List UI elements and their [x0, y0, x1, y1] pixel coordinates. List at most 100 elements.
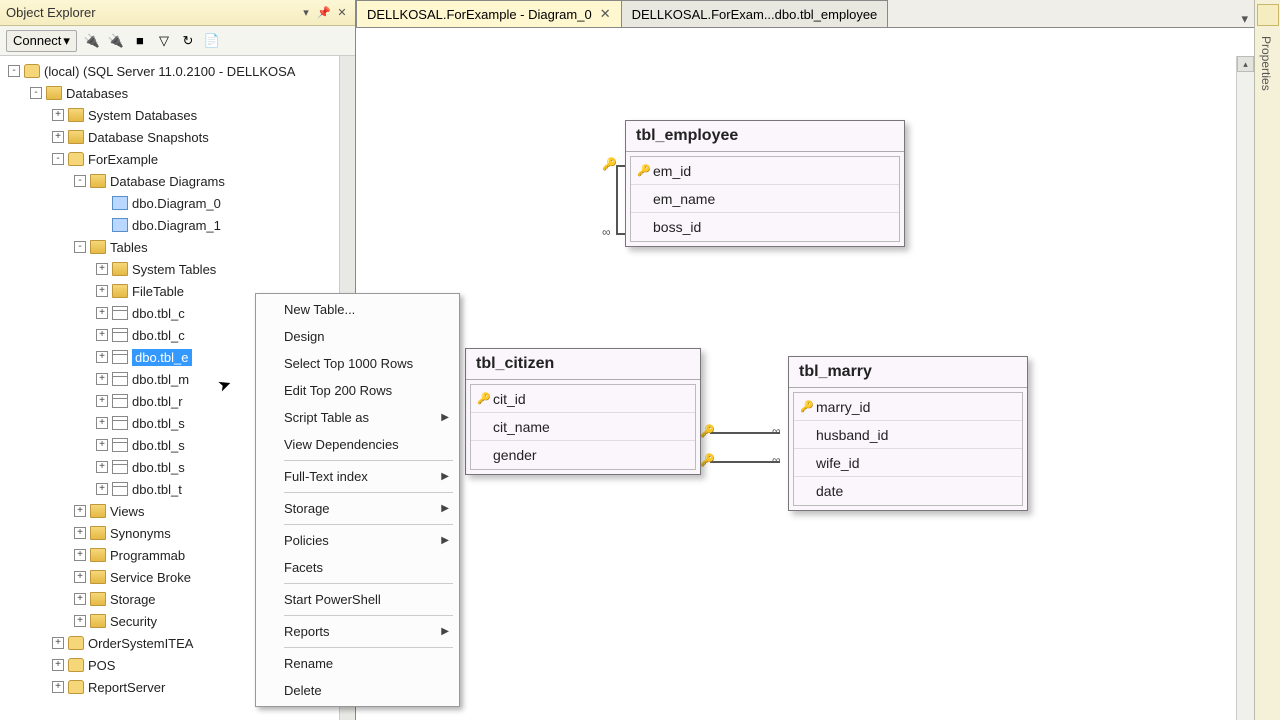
context-menu-item[interactable]: Script Table as▶ — [258, 404, 457, 431]
context-menu-item[interactable]: Rename — [258, 650, 457, 677]
tree-label: dbo.tbl_s — [132, 416, 185, 431]
tree-node[interactable]: dbo.Diagram_0 — [0, 192, 355, 214]
expander-icon[interactable]: + — [96, 395, 108, 407]
right-rail: Properties — [1254, 0, 1280, 720]
expander-icon[interactable]: + — [96, 307, 108, 319]
entity-column[interactable]: wife_id — [794, 449, 1022, 477]
tree-label: Databases — [66, 86, 128, 101]
expander-icon[interactable]: + — [96, 263, 108, 275]
expander-icon[interactable]: + — [52, 109, 64, 121]
rail-button[interactable] — [1257, 4, 1279, 26]
context-menu-item[interactable]: Delete — [258, 677, 457, 704]
menu-label: Edit Top 200 Rows — [284, 383, 392, 398]
tree-node[interactable]: dbo.Diagram_1 — [0, 214, 355, 236]
expander-icon[interactable]: + — [96, 461, 108, 473]
context-menu-item[interactable]: Edit Top 200 Rows — [258, 377, 457, 404]
menu-label: Select Top 1000 Rows — [284, 356, 413, 371]
disconnect-icon[interactable]: 🔌 — [107, 32, 125, 50]
db-icon — [68, 636, 84, 650]
expander-icon[interactable]: - — [8, 65, 20, 77]
tree-label: POS — [88, 658, 115, 673]
context-menu-item[interactable]: Reports▶ — [258, 618, 457, 645]
entity-column[interactable]: boss_id — [631, 213, 899, 241]
entity-column[interactable]: husband_id — [794, 421, 1022, 449]
pin-icon[interactable]: 📌 — [317, 6, 331, 20]
expander-icon[interactable]: + — [74, 615, 86, 627]
tab[interactable]: DELLKOSAL.ForExample - Diagram_0✕ — [356, 0, 622, 27]
context-menu-item[interactable]: New Table... — [258, 296, 457, 323]
expander-icon[interactable]: + — [74, 549, 86, 561]
tree-label: System Tables — [132, 262, 216, 277]
entity-column[interactable]: 🔑marry_id — [794, 393, 1022, 421]
context-menu-item[interactable]: Design — [258, 323, 457, 350]
tree-label: Security — [110, 614, 157, 629]
expander-icon[interactable]: + — [74, 593, 86, 605]
context-menu-item[interactable]: Storage▶ — [258, 495, 457, 522]
context-menu-item[interactable]: Full-Text index▶ — [258, 463, 457, 490]
entity-column[interactable]: em_name — [631, 185, 899, 213]
properties-tab[interactable]: Properties — [1255, 30, 1277, 97]
context-menu-item[interactable]: View Dependencies — [258, 431, 457, 458]
close-icon[interactable]: ✕ — [335, 6, 349, 20]
folder — [90, 592, 106, 606]
menu-label: View Dependencies — [284, 437, 399, 452]
entity-column[interactable]: date — [794, 477, 1022, 505]
tab-close-icon[interactable]: ✕ — [600, 6, 611, 22]
expander-icon[interactable]: + — [52, 681, 64, 693]
folder — [90, 240, 106, 254]
context-menu-item[interactable]: Facets — [258, 554, 457, 581]
refresh-icon[interactable]: ↻ — [179, 32, 197, 50]
expander-icon[interactable]: + — [74, 505, 86, 517]
tree-node[interactable]: + System Tables — [0, 258, 355, 280]
expander-icon[interactable]: + — [96, 373, 108, 385]
tree-node[interactable]: -(local) (SQL Server 11.0.2100 - DELLKOS… — [0, 60, 355, 82]
menu-label: Rename — [284, 656, 333, 671]
expander-icon[interactable]: - — [74, 241, 86, 253]
entity-column[interactable]: gender — [471, 441, 695, 469]
context-menu-item[interactable]: Select Top 1000 Rows — [258, 350, 457, 377]
db-icon — [68, 152, 84, 166]
tree-node[interactable]: -Tables — [0, 236, 355, 258]
tree-node[interactable]: -ForExample — [0, 148, 355, 170]
expander-icon[interactable]: - — [52, 153, 64, 165]
context-menu-item[interactable]: Start PowerShell — [258, 586, 457, 613]
connect-icon[interactable]: 🔌 — [83, 32, 101, 50]
entity-column[interactable]: cit_name — [471, 413, 695, 441]
tree-node[interactable]: +Database Snapshots — [0, 126, 355, 148]
submenu-arrow-icon: ▶ — [441, 535, 449, 546]
expander-icon[interactable]: + — [96, 285, 108, 297]
tree-node[interactable]: -Database Diagrams — [0, 170, 355, 192]
expander-icon[interactable]: + — [96, 417, 108, 429]
expander-icon[interactable]: + — [74, 571, 86, 583]
expander-icon[interactable]: + — [96, 351, 108, 363]
expander-icon[interactable]: + — [52, 659, 64, 671]
context-menu-item[interactable]: Policies▶ — [258, 527, 457, 554]
expander-icon[interactable]: + — [96, 329, 108, 341]
tree-node[interactable]: +System Databases — [0, 104, 355, 126]
expander-icon[interactable]: + — [96, 439, 108, 451]
expander-icon[interactable]: + — [52, 637, 64, 649]
scroll-up[interactable]: ▴ — [1237, 56, 1254, 72]
dropdown-icon[interactable]: ▾ — [299, 6, 313, 20]
filter-icon[interactable]: ▽ — [155, 32, 173, 50]
entity-citizen[interactable]: tbl_citizen🔑cit_idcit_namegender — [465, 348, 701, 475]
expander-icon[interactable]: + — [52, 131, 64, 143]
tree-label: Programmab — [110, 548, 185, 563]
diagram-canvas[interactable]: 🔑 ∞ 🔑 ∞ 🔑 ∞ tbl_employee🔑em_idem_namebos… — [356, 28, 1254, 720]
report-icon[interactable]: 📄 — [203, 32, 221, 50]
vertical-scrollbar[interactable]: ▴ — [1236, 56, 1254, 720]
expander-icon[interactable]: + — [74, 527, 86, 539]
entity-employee[interactable]: tbl_employee🔑em_idem_nameboss_id — [625, 120, 905, 247]
tab-overflow-icon[interactable]: ▾ — [1235, 11, 1254, 27]
expander-icon[interactable]: - — [74, 175, 86, 187]
entity-column[interactable]: 🔑cit_id — [471, 385, 695, 413]
entity-marry[interactable]: tbl_marry🔑marry_idhusband_idwife_iddate — [788, 356, 1028, 511]
expander-icon[interactable]: - — [30, 87, 42, 99]
menu-separator — [284, 492, 453, 493]
entity-column[interactable]: 🔑em_id — [631, 157, 899, 185]
stop-icon[interactable]: ■ — [131, 32, 149, 50]
tab[interactable]: DELLKOSAL.ForExam...dbo.tbl_employee — [621, 0, 889, 27]
tree-node[interactable]: - Databases — [0, 82, 355, 104]
connect-button[interactable]: Connect ▾ — [6, 30, 77, 52]
expander-icon[interactable]: + — [96, 483, 108, 495]
